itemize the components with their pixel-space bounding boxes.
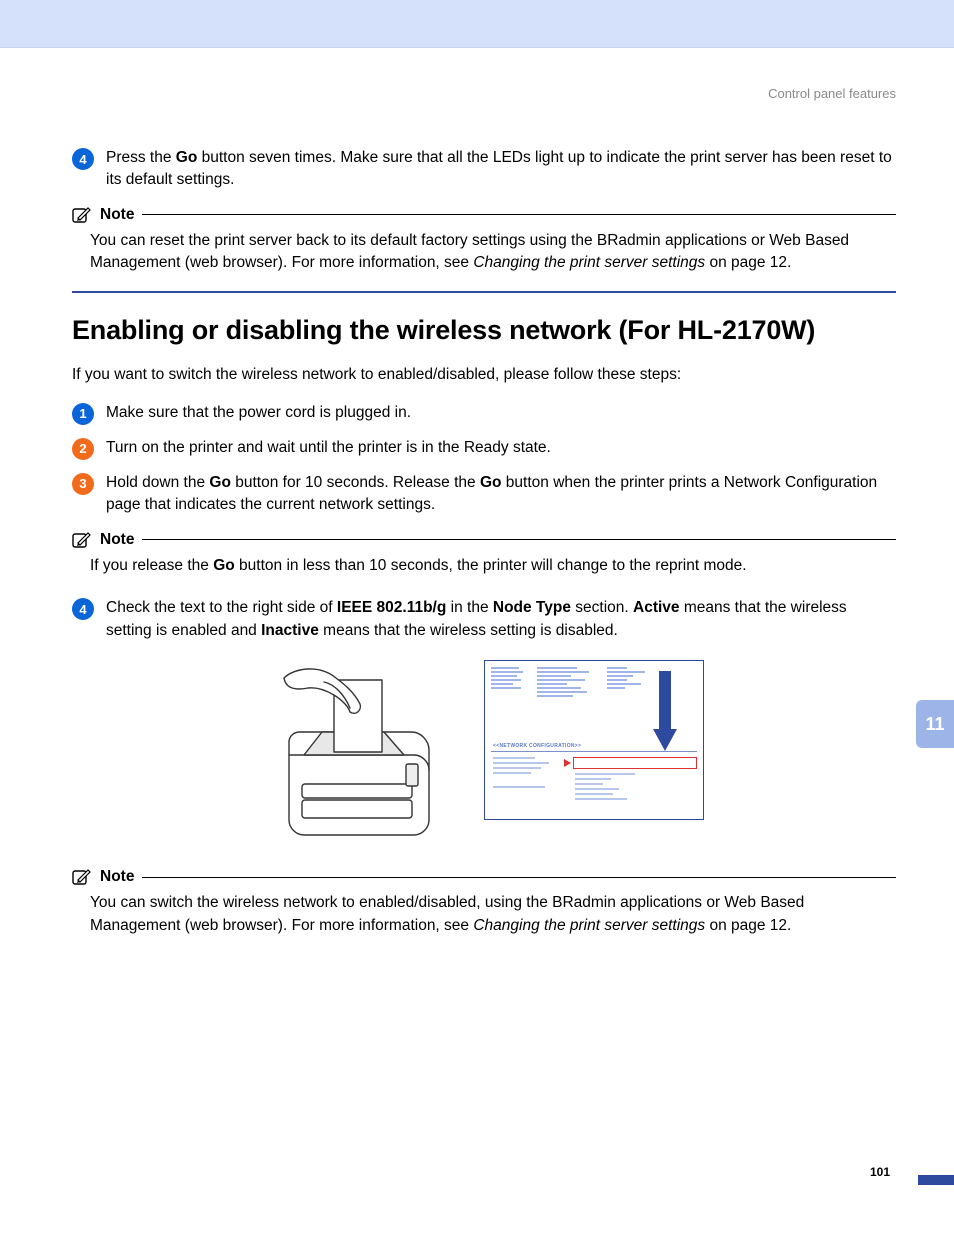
note-block-3: Note You can switch the wireless network… <box>72 868 896 937</box>
text-fragment: button in less than 10 seconds, the prin… <box>235 557 747 574</box>
note-rule <box>142 877 896 878</box>
go-label: Go <box>176 149 198 166</box>
page: Control panel features 4 Press the Go bu… <box>0 0 954 1235</box>
page-footer-tick <box>918 1175 954 1185</box>
text-fragment: button for 10 seconds. Release the <box>231 474 480 491</box>
cfg-divider <box>491 751 697 752</box>
cross-ref-link[interactable]: Changing the print server settings <box>473 917 705 934</box>
step-4: 4 Check the text to the right side of IE… <box>72 597 896 642</box>
step-4-top: 4 Press the Go button seven times. Make … <box>72 147 896 192</box>
text-fragment: on page 12. <box>705 917 791 934</box>
step-bullet-2-icon: 2 <box>72 438 94 460</box>
go-label: Go <box>209 474 231 491</box>
note-rule <box>142 214 896 215</box>
active-label: Active <box>633 599 680 616</box>
text-fragment: Press the <box>106 149 176 166</box>
text-fragment: button seven times. Make sure that all t… <box>106 149 892 188</box>
step-4-top-text: Press the Go button seven times. Make su… <box>106 147 896 192</box>
step-bullet-4-icon: 4 <box>72 598 94 620</box>
printer-illustration-icon <box>264 660 454 850</box>
breadcrumb: Control panel features <box>72 86 896 101</box>
page-content: Control panel features 4 Press the Go bu… <box>0 48 954 937</box>
inactive-label: Inactive <box>261 622 319 639</box>
note-label: Note <box>100 531 134 549</box>
note-header: Note <box>72 206 896 224</box>
step-3: 3 Hold down the Go button for 10 seconds… <box>72 472 896 517</box>
config-page-figure: <<NETWORK CONFIGURATION>> <box>484 660 704 820</box>
node-type-label: Node Type <box>493 599 571 616</box>
note-block-2: Note If you release the Go button in les… <box>72 531 896 577</box>
text-fragment: section. <box>571 599 633 616</box>
section-divider <box>72 291 896 293</box>
step-bullet-4-icon: 4 <box>72 148 94 170</box>
cfg-red-highlight <box>573 757 697 769</box>
note-pencil-icon <box>72 206 92 224</box>
step-2: 2 Turn on the printer and wait until the… <box>72 437 896 460</box>
cross-ref-link[interactable]: Changing the print server settings <box>473 254 705 271</box>
note-2-body: If you release the Go button in less tha… <box>72 549 896 577</box>
cfg-section-label: <<NETWORK CONFIGURATION>> <box>493 743 581 749</box>
top-header-bar <box>0 0 954 48</box>
cfg-red-pointer-icon <box>564 759 571 767</box>
section-heading: Enabling or disabling the wireless netwo… <box>72 315 896 346</box>
step-3-text: Hold down the Go button for 10 seconds. … <box>106 472 896 517</box>
go-label: Go <box>213 557 235 574</box>
ieee-label: IEEE 802.11b/g <box>337 599 446 616</box>
text-fragment: Hold down the <box>106 474 209 491</box>
step-1-text: Make sure that the power cord is plugged… <box>106 402 896 424</box>
step-4-text: Check the text to the right side of IEEE… <box>106 597 896 642</box>
note-header: Note <box>72 531 896 549</box>
step-1: 1 Make sure that the power cord is plugg… <box>72 402 896 425</box>
page-number: 101 <box>870 1165 890 1179</box>
chapter-tab[interactable]: 11 <box>916 700 954 748</box>
text-fragment: Check the text to the right side of <box>106 599 337 616</box>
text-fragment: means that the wireless setting is disab… <box>319 622 618 639</box>
note-pencil-icon <box>72 868 92 886</box>
step-bullet-1-icon: 1 <box>72 403 94 425</box>
step-2-text: Turn on the printer and wait until the p… <box>106 437 896 459</box>
note-1-body: You can reset the print server back to i… <box>72 224 896 275</box>
cfg-top-lines <box>491 667 697 737</box>
text-fragment: in the <box>446 599 493 616</box>
figure-row: <<NETWORK CONFIGURATION>> <box>72 660 896 850</box>
note-label: Note <box>100 868 134 886</box>
note-pencil-icon <box>72 531 92 549</box>
cfg-right-lines <box>575 773 635 800</box>
note-label: Note <box>100 206 134 224</box>
step-bullet-3-icon: 3 <box>72 473 94 495</box>
note-3-body: You can switch the wireless network to e… <box>72 886 896 937</box>
note-header: Note <box>72 868 896 886</box>
note-rule <box>142 539 896 540</box>
text-fragment: If you release the <box>90 557 213 574</box>
cfg-left-lines <box>493 757 549 788</box>
section-intro: If you want to switch the wireless netwo… <box>72 366 896 384</box>
note-block-1: Note You can reset the print server back… <box>72 206 896 275</box>
go-label: Go <box>480 474 502 491</box>
text-fragment: on page 12. <box>705 254 791 271</box>
